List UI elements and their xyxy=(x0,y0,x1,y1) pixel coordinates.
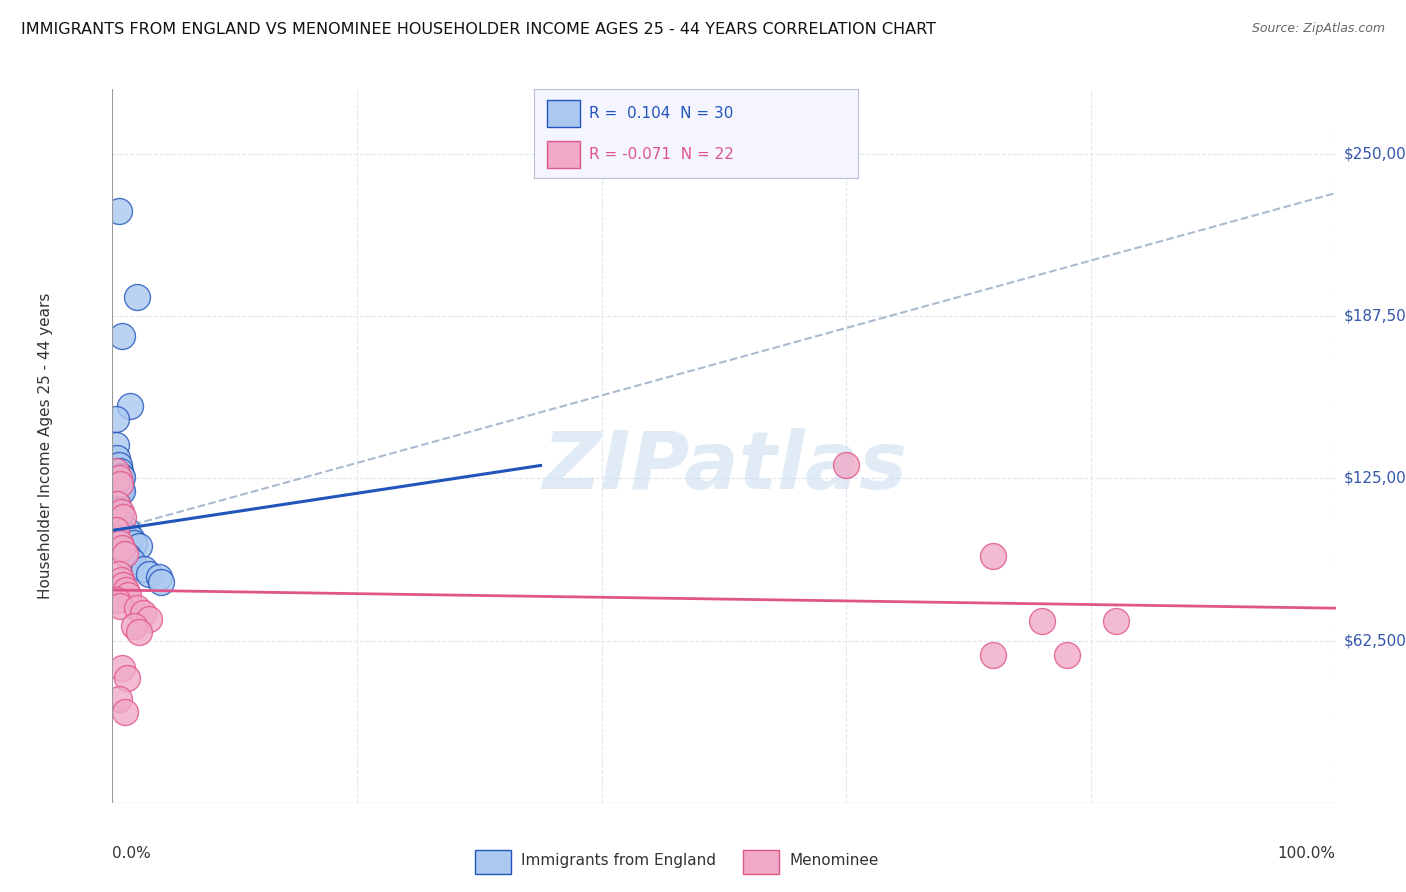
Point xyxy=(107,502,129,516)
Point xyxy=(132,607,155,621)
Bar xyxy=(547,100,579,127)
Point xyxy=(110,573,132,587)
Bar xyxy=(744,849,779,874)
Point xyxy=(115,524,138,538)
Point xyxy=(107,476,129,491)
Point xyxy=(115,582,138,597)
Point xyxy=(112,525,135,540)
Point xyxy=(105,411,128,425)
Text: Immigrants from England: Immigrants from England xyxy=(520,854,716,868)
Point xyxy=(1104,614,1126,628)
Point xyxy=(110,505,132,519)
Bar xyxy=(547,141,579,168)
Point xyxy=(981,549,1004,564)
Point xyxy=(111,484,134,499)
Point xyxy=(110,468,132,483)
Point xyxy=(112,510,135,524)
Point xyxy=(108,479,131,493)
Point xyxy=(124,619,146,633)
Point xyxy=(110,482,132,496)
Point xyxy=(107,567,129,582)
Point xyxy=(981,648,1004,662)
Point xyxy=(105,593,128,607)
Point xyxy=(108,508,131,522)
Point xyxy=(108,536,131,550)
Point xyxy=(111,541,134,556)
Text: Source: ZipAtlas.com: Source: ZipAtlas.com xyxy=(1251,22,1385,36)
Point xyxy=(120,531,142,545)
Point xyxy=(1031,614,1053,628)
Point xyxy=(121,554,143,568)
Text: R =  0.104  N = 30: R = 0.104 N = 30 xyxy=(589,106,734,120)
Point xyxy=(1056,648,1078,662)
Bar xyxy=(475,849,510,874)
Point xyxy=(105,497,128,511)
Point xyxy=(125,290,148,304)
Point xyxy=(138,567,160,582)
Point xyxy=(128,539,150,553)
Point xyxy=(115,671,138,685)
Point xyxy=(107,692,129,706)
Point xyxy=(118,399,141,413)
Point xyxy=(150,575,173,590)
Text: Menominee: Menominee xyxy=(789,854,879,868)
Point xyxy=(107,471,129,485)
Point xyxy=(105,438,128,452)
Text: 100.0%: 100.0% xyxy=(1278,846,1336,861)
Point xyxy=(111,470,134,484)
Point xyxy=(124,536,146,550)
Point xyxy=(107,458,129,473)
Text: 0.0%: 0.0% xyxy=(112,846,152,861)
Point xyxy=(105,464,128,478)
Text: $250,000: $250,000 xyxy=(1344,146,1406,161)
Point xyxy=(108,464,131,478)
Text: R = -0.071  N = 22: R = -0.071 N = 22 xyxy=(589,147,734,161)
Text: $187,500: $187,500 xyxy=(1344,309,1406,324)
Point xyxy=(111,328,134,343)
Text: $62,500: $62,500 xyxy=(1344,633,1406,648)
Text: IMMIGRANTS FROM ENGLAND VS MENOMINEE HOUSEHOLDER INCOME AGES 25 - 44 YEARS CORRE: IMMIGRANTS FROM ENGLAND VS MENOMINEE HOU… xyxy=(21,22,936,37)
Point xyxy=(111,661,134,675)
Point xyxy=(125,601,148,615)
Point xyxy=(114,547,136,561)
Point xyxy=(835,458,858,473)
Point xyxy=(148,570,170,584)
Point xyxy=(108,476,131,491)
Point xyxy=(114,705,136,719)
Point xyxy=(105,450,128,465)
Point xyxy=(105,524,128,538)
Point xyxy=(107,204,129,219)
Point xyxy=(112,578,135,592)
Point xyxy=(117,588,139,602)
Point xyxy=(138,611,160,625)
Text: Householder Income Ages 25 - 44 years: Householder Income Ages 25 - 44 years xyxy=(38,293,52,599)
Point xyxy=(134,562,156,576)
Text: $125,000: $125,000 xyxy=(1344,471,1406,486)
Point xyxy=(105,497,128,511)
Point xyxy=(117,549,139,564)
Text: ZIPatlas: ZIPatlas xyxy=(541,428,907,507)
Point xyxy=(108,599,131,613)
Point xyxy=(105,474,128,488)
Point xyxy=(128,624,150,639)
